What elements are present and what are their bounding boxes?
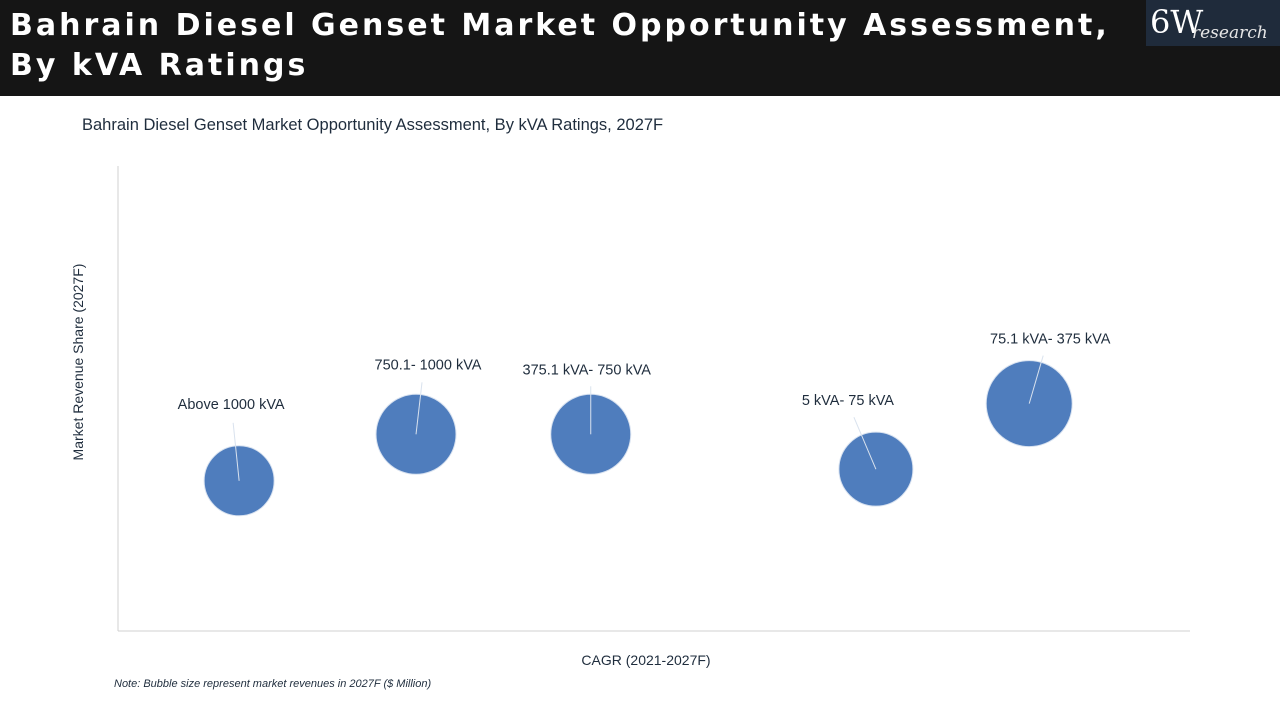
logo-mark: 6W [1150, 3, 1204, 41]
bubble-label-2: 750.1- 1000 kVA [375, 357, 482, 373]
bubble-leader-line-4 [853, 416, 877, 470]
x-axis-label: CAGR (2021-2027F) [581, 652, 710, 668]
bubble-label-1: Above 1000 kVA [178, 397, 285, 413]
bubble-label-3: 375.1 kVA- 750 kVA [523, 362, 652, 378]
bubble-leader-line-2 [415, 382, 423, 435]
bubble-label-4: 5 kVA- 75 kVA [802, 393, 894, 409]
bubble-series: Above 1000 kVA 750.1- 1000 kVA 375.1 kVA- … [178, 332, 1111, 517]
header-banner: Bahrain Diesel Genset Market Opportunity… [0, 0, 1280, 96]
bubble-label-5: 75.1 kVA- 375 kVA [990, 332, 1111, 348]
chart-title: Bahrain Diesel Genset Market Opportunity… [82, 116, 664, 134]
page-title: Bahrain Diesel Genset Market Opportunity… [10, 6, 1110, 86]
page-title-line-1: Bahrain Diesel Genset Market Opportunity… [10, 8, 1110, 43]
chart-footnote: Note: Bubble size represent market reven… [114, 678, 432, 690]
logo-subtext: research [1192, 23, 1268, 43]
brand-logo: 6W research [1146, 0, 1280, 46]
page-title-line-2: By kVA Ratings [10, 48, 309, 83]
y-axis-label: Market Revenue Share (2027F) [70, 264, 86, 461]
bubble-leader-line-1 [232, 422, 240, 481]
bubble-leader-line-5 [1028, 355, 1044, 404]
